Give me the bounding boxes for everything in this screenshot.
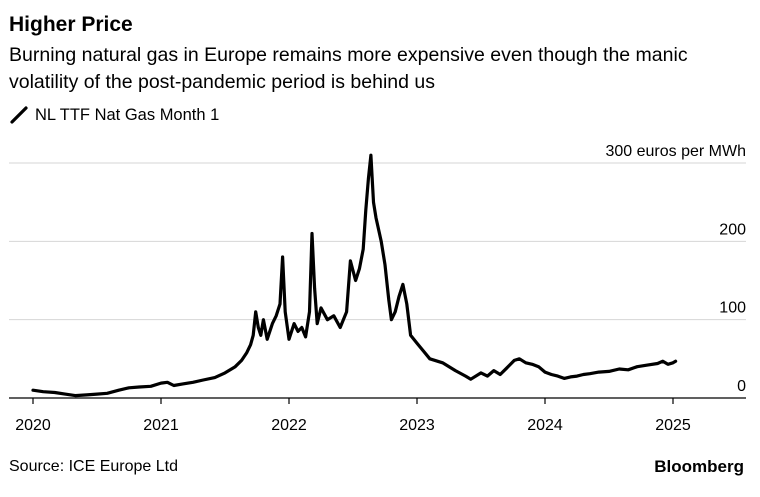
- x-tick-label-2024: 2024: [527, 417, 563, 434]
- y-tick-label-0: 0: [737, 378, 746, 395]
- source-note: Source: ICE Europe Ltd: [9, 458, 178, 475]
- chart-title: Higher Price: [9, 13, 133, 36]
- y-tick-label-200: 200: [719, 221, 746, 238]
- x-tick-label-2020: 2020: [15, 417, 51, 434]
- legend-line-icon: [10, 106, 28, 124]
- legend-label: NL TTF Nat Gas Month 1: [35, 105, 220, 124]
- chart-subtitle: Burning natural gas in Europe remains mo…: [9, 44, 688, 93]
- x-tick-label-2021: 2021: [143, 417, 179, 434]
- x-tick-label-2022: 2022: [271, 417, 307, 434]
- y-tick-label-300: 300 euros per MWh: [605, 143, 746, 160]
- brand-logo: Bloomberg: [654, 457, 744, 476]
- series-line-0: [31, 153, 678, 398]
- x-tick-label-2025: 2025: [655, 417, 691, 434]
- legend: NL TTF Nat Gas Month 1: [9, 105, 219, 125]
- x-tick-label-2023: 2023: [399, 417, 435, 434]
- y-tick-label-100: 100: [719, 300, 746, 317]
